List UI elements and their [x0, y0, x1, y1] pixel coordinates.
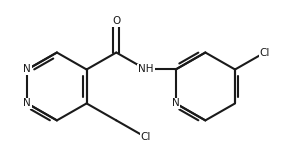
Text: Cl: Cl	[260, 48, 270, 57]
Text: N: N	[172, 98, 180, 108]
Text: N: N	[23, 65, 31, 74]
Text: N: N	[23, 98, 31, 108]
Text: Cl: Cl	[141, 132, 151, 142]
Text: O: O	[112, 16, 120, 26]
Text: NH: NH	[138, 65, 154, 74]
